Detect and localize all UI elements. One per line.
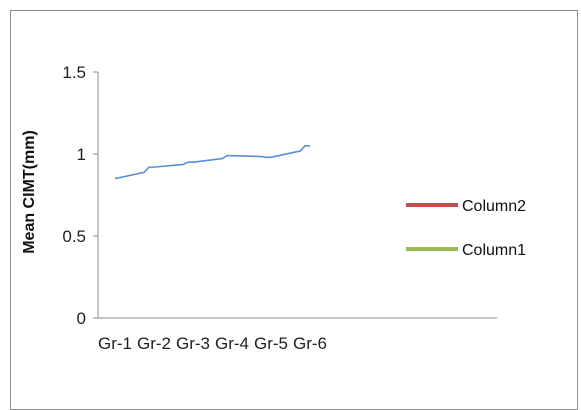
y-tick-label: 0 — [77, 309, 86, 328]
legend: Column2 Column1 — [406, 198, 526, 259]
x-tick-label: Gr-3 — [176, 334, 210, 353]
legend-label: Column1 — [462, 242, 526, 259]
y-tick-label: 0.5 — [62, 227, 86, 246]
x-tick-label: Gr-2 — [137, 334, 171, 353]
y-axis-title: Mean CIMT(mm) — [21, 130, 38, 254]
y-tick-label: 1 — [77, 145, 86, 164]
x-tick-label: Gr-4 — [215, 334, 249, 353]
x-tick-label: Gr-1 — [98, 334, 132, 353]
y-tick-label: 1.5 — [62, 63, 86, 82]
x-tick-label: Gr-5 — [254, 334, 288, 353]
legend-label: Column2 — [462, 198, 526, 215]
x-tick-label: Gr-6 — [293, 334, 327, 353]
plot-area: 0 0.5 1 1.5 Gr-1 Gr-2 Gr-3 Gr-4 Gr-5 Gr-6 — [62, 63, 497, 353]
series-line — [115, 146, 310, 179]
chart-svg: 0 0.5 1 1.5 Gr-1 Gr-2 Gr-3 Gr-4 Gr-5 Gr-6 Mean CI… — [0, 0, 581, 356]
